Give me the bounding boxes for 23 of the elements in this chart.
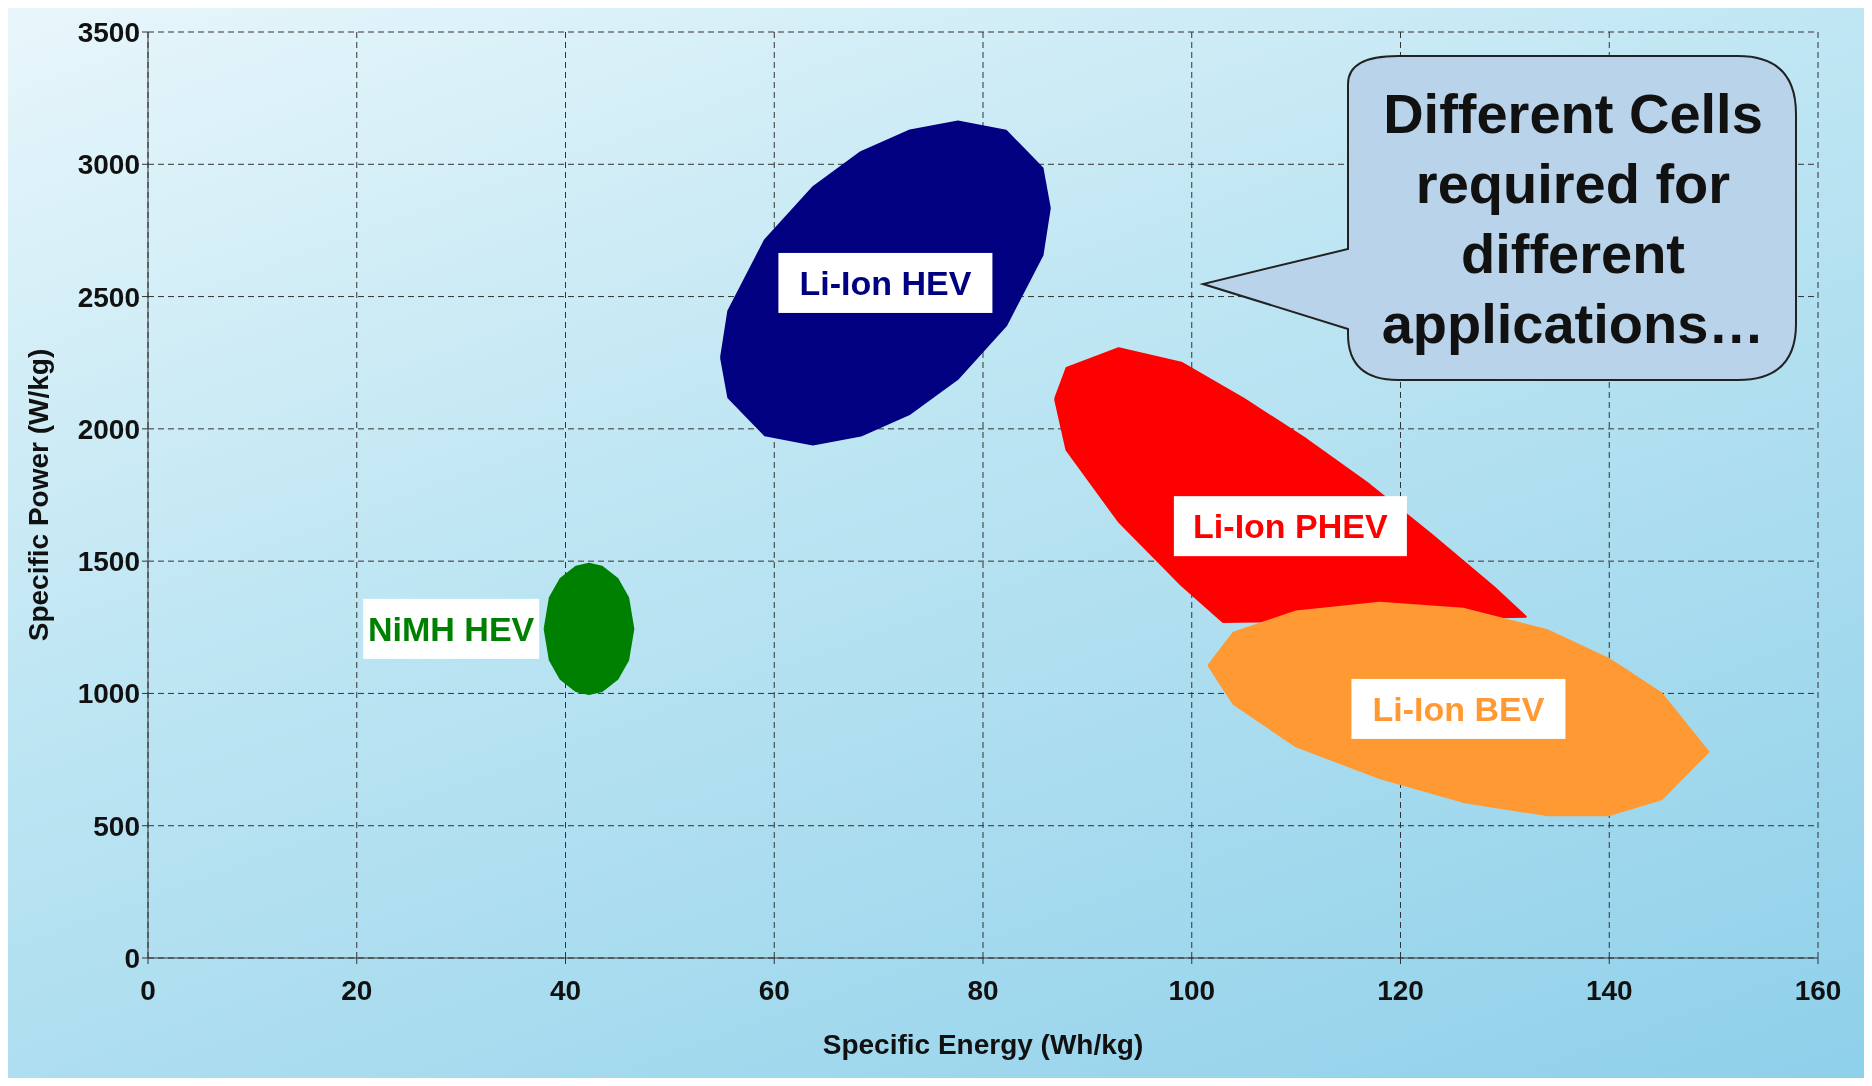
series-label: NiMH HEV xyxy=(368,609,535,648)
series-label: Li-Ion HEV xyxy=(799,263,972,302)
annotation: Different Cells required for different applications… xyxy=(1380,81,1766,357)
x-tick-label: 120 xyxy=(1377,974,1424,1006)
y-tick-label: 3500 xyxy=(77,16,140,48)
x-tick-label: 140 xyxy=(1585,974,1633,1006)
x-tick-label: 40 xyxy=(549,974,582,1006)
x-tick-label: 20 xyxy=(341,974,373,1006)
y-tick-label: 0 xyxy=(124,942,140,974)
y-tick-label: 3000 xyxy=(77,149,140,181)
y-tick-label: 2500 xyxy=(77,281,140,313)
x-tick-label: 80 xyxy=(967,974,999,1006)
series-label: Li-Ion PHEV xyxy=(1193,507,1388,546)
x-axis-title: Specific Energy (Wh/kg) xyxy=(822,1029,1144,1060)
x-tick-label: 60 xyxy=(758,974,790,1006)
y-tick-label: 1000 xyxy=(77,678,140,710)
series-label: Li-Ion BEV xyxy=(1372,689,1545,728)
x-tick-label: 160 xyxy=(1794,974,1842,1006)
y-tick-label: 500 xyxy=(93,810,140,842)
y-tick-label: 2000 xyxy=(77,413,140,445)
y-tick-label: 1500 xyxy=(77,546,140,578)
y-axis-title: Specific Power (W/kg) xyxy=(22,348,54,642)
x-tick-label: 100 xyxy=(1168,974,1216,1006)
